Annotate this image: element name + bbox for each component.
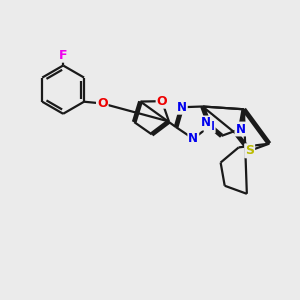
Text: N: N xyxy=(188,132,198,145)
Text: N: N xyxy=(205,119,215,133)
Text: N: N xyxy=(201,116,211,130)
Text: S: S xyxy=(245,144,254,157)
Text: N: N xyxy=(177,101,187,114)
Text: N: N xyxy=(236,122,245,136)
Text: O: O xyxy=(97,97,108,110)
Text: F: F xyxy=(59,49,68,62)
Text: O: O xyxy=(157,95,167,108)
